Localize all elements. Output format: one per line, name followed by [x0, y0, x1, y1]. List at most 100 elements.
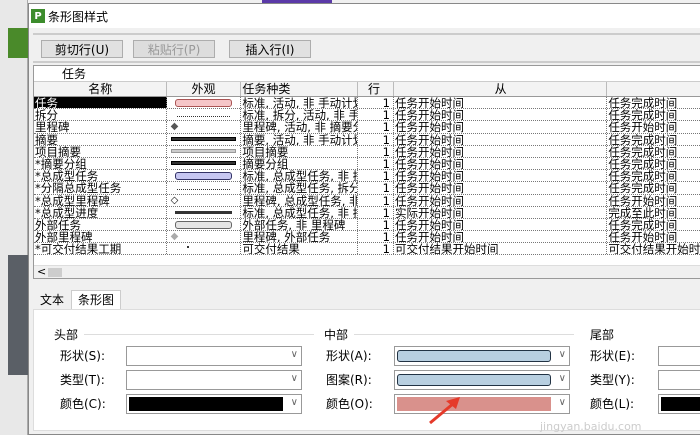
col-from[interactable]: 从: [394, 82, 608, 96]
cell-to[interactable]: 任务完成时间: [607, 109, 700, 120]
tab-text[interactable]: 文本: [40, 293, 65, 307]
cell-appearance[interactable]: [167, 243, 242, 255]
cell-task-type[interactable]: 标准, 总成型任务, 非 拆: [242, 170, 359, 182]
cell-name[interactable]: 里程碑: [34, 121, 167, 133]
cell-to[interactable]: 任务完成时间: [607, 182, 700, 193]
cell-to[interactable]: 任务完成时间: [607, 219, 700, 230]
cell-task-type[interactable]: 里程碑, 活动, 非 摘要分: [242, 121, 359, 133]
cell-name[interactable]: 外部里程碑: [34, 231, 167, 243]
table-row[interactable]: *总成型进度 标准, 总成型任务, 非 拆 1 实际开始时间 完成至此时间: [34, 206, 700, 219]
head-type-select[interactable]: ∨: [126, 370, 302, 390]
cell-from[interactable]: 任务开始时间: [394, 170, 608, 182]
cell-name[interactable]: 外部任务: [34, 218, 167, 231]
cell-from[interactable]: 任务开始时间: [394, 145, 608, 157]
cell-from[interactable]: 任务开始时间: [394, 182, 608, 194]
table-row[interactable]: 项目摘要 项目摘要 1 任务开始时间 任务完成时间: [34, 145, 700, 158]
cell-appearance[interactable]: ◇: [167, 194, 242, 206]
cell-to[interactable]: 完成至此时间: [607, 207, 700, 218]
tail-shape-select[interactable]: [658, 346, 700, 366]
cell-row[interactable]: 1: [358, 182, 394, 194]
cell-row[interactable]: 1: [358, 243, 394, 255]
cell-to[interactable]: 任务完成时间: [607, 97, 700, 108]
cell-appearance[interactable]: [167, 145, 242, 157]
cell-row[interactable]: 1: [358, 133, 394, 145]
cell-appearance[interactable]: ◆: [167, 121, 242, 133]
cell-task-type[interactable]: 里程碑, 总成型任务, 非: [242, 194, 359, 206]
cell-row[interactable]: 1: [358, 231, 394, 243]
cell-appearance[interactable]: [167, 133, 242, 145]
cell-appearance[interactable]: [167, 157, 242, 170]
table-row[interactable]: *摘要分组 摘要分组 1 任务开始时间 任务完成时间: [34, 157, 700, 171]
middle-shape-select[interactable]: ∨: [394, 346, 570, 366]
cell-name[interactable]: *可交付结果工期: [34, 243, 167, 255]
table-row[interactable]: 外部里程碑 ◆ 里程碑, 外部任务 1 任务开始时间 任务开始时间: [34, 231, 700, 244]
cell-name[interactable]: *摘要分组: [34, 157, 167, 170]
scroll-left-icon[interactable]: <: [37, 265, 47, 278]
cell-from[interactable]: 可交付结果开始时间: [394, 243, 608, 255]
middle-pattern-select[interactable]: ∨: [394, 370, 570, 390]
cell-task-type[interactable]: 标准, 拆分, 活动, 非 手: [242, 109, 359, 121]
table-row[interactable]: 里程碑 ◆ 里程碑, 活动, 非 摘要分 1 任务开始时间 任务开始时间: [34, 121, 700, 134]
tab-bars[interactable]: 条形图: [71, 290, 122, 310]
table-row[interactable]: *可交付结果工期 可交付结果 1 可交付结果开始时间 可交付结果开始时: [34, 243, 700, 256]
insert-row-button[interactable]: 插入行(I): [229, 40, 311, 58]
cell-row[interactable]: 1: [358, 145, 394, 157]
cell-to[interactable]: 可交付结果开始时: [607, 243, 700, 254]
middle-color-select[interactable]: ∨: [394, 394, 570, 414]
cell-from[interactable]: 任务开始时间: [394, 218, 608, 231]
cell-to[interactable]: 任务完成时间: [607, 134, 700, 145]
col-task-type[interactable]: 任务种类: [241, 82, 359, 96]
cell-appearance[interactable]: [167, 206, 242, 218]
cell-to[interactable]: 任务完成时间: [607, 158, 700, 169]
cell-row[interactable]: 1: [358, 170, 394, 182]
table-row[interactable]: *分隔总成型任务 标准, 总成型任务, 拆分 1 任务开始时间 任务完成时间: [34, 182, 700, 195]
col-to[interactable]: [607, 82, 700, 96]
cell-appearance[interactable]: [167, 109, 242, 121]
cell-from[interactable]: 任务开始时间: [394, 157, 608, 170]
cell-task-type[interactable]: 摘要分组: [241, 157, 359, 170]
cell-task-type[interactable]: 可交付结果: [241, 243, 359, 255]
table-row[interactable]: 任务 标准, 活动, 非 手动计划 1 任务开始时间 任务完成时间: [34, 97, 700, 110]
tail-type-select[interactable]: [658, 370, 700, 390]
cell-task-type[interactable]: 里程碑, 外部任务: [241, 231, 359, 243]
cell-to[interactable]: 任务开始时间: [607, 231, 700, 242]
cell-from[interactable]: 任务开始时间: [394, 194, 608, 206]
cell-name[interactable]: *总成型进度: [34, 206, 167, 218]
cell-from[interactable]: 任务开始时间: [394, 133, 608, 145]
cell-name[interactable]: *分隔总成型任务: [34, 182, 167, 194]
cell-name[interactable]: 任务: [34, 97, 167, 109]
cell-from[interactable]: 实际开始时间: [394, 206, 608, 218]
head-shape-select[interactable]: ∨: [126, 346, 302, 366]
cell-to[interactable]: 任务完成时间: [607, 170, 700, 181]
cell-from[interactable]: 任务开始时间: [394, 231, 608, 243]
cell-task-type[interactable]: 标准, 总成型任务, 拆分: [242, 182, 359, 194]
cell-name[interactable]: 摘要: [34, 133, 167, 145]
col-name[interactable]: 名称: [34, 82, 167, 96]
cell-name[interactable]: *总成型任务: [34, 170, 167, 182]
table-row[interactable]: *总成型里程碑 ◇ 里程碑, 总成型任务, 非 1 任务开始时间 任务开始时间: [34, 194, 700, 207]
cell-task-type[interactable]: 项目摘要: [241, 145, 359, 157]
tail-color-select[interactable]: [658, 394, 700, 414]
cell-row[interactable]: 1: [358, 157, 394, 170]
cell-task-type[interactable]: 标准, 活动, 非 手动计划: [242, 97, 359, 109]
cell-to[interactable]: 任务完成时间: [607, 146, 700, 157]
cell-from[interactable]: 任务开始时间: [394, 109, 608, 121]
cell-task-type[interactable]: 外部任务, 非 里程碑: [241, 218, 359, 231]
cell-appearance[interactable]: [167, 97, 242, 109]
cell-appearance[interactable]: [167, 218, 242, 231]
cell-row[interactable]: 1: [358, 109, 394, 121]
cell-from[interactable]: 任务开始时间: [394, 97, 608, 109]
cell-name[interactable]: *总成型里程碑: [34, 194, 167, 206]
cell-to[interactable]: 任务开始时间: [607, 121, 700, 132]
table-row[interactable]: 摘要 摘要, 活动, 非 手动计划 1 任务开始时间 任务完成时间: [34, 133, 700, 146]
cell-appearance[interactable]: [167, 182, 242, 194]
cell-from[interactable]: 任务开始时间: [394, 121, 608, 133]
cell-row[interactable]: 1: [358, 121, 394, 133]
paste-row-button[interactable]: 粘贴行(P): [133, 40, 215, 58]
cell-appearance[interactable]: [167, 170, 242, 182]
table-row[interactable]: 外部任务 外部任务, 非 里程碑 1 任务开始时间 任务完成时间: [34, 218, 700, 232]
cut-row-button[interactable]: 剪切行(U): [41, 40, 123, 58]
horizontal-scrollbar[interactable]: <: [34, 265, 700, 278]
cell-row[interactable]: 1: [358, 194, 394, 206]
cell-appearance[interactable]: ◆: [167, 231, 242, 243]
